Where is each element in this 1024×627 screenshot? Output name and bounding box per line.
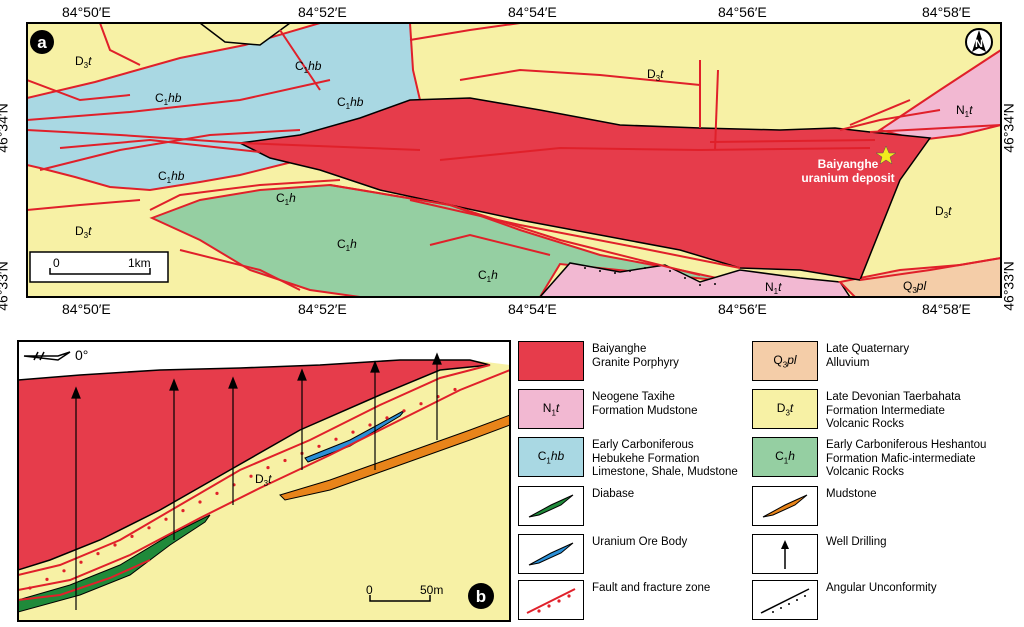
legend-text: Late Devonian Taerbahata Formation Inter… [826, 391, 961, 430]
legend-text: Early Carboniferous Heshantou Formation … [826, 439, 987, 478]
legend-item: Uranium Ore Body [518, 534, 687, 574]
legend-item: Baiyanghe Granite Porphyry [518, 341, 679, 381]
unit-label: C1h [337, 237, 357, 253]
north-arrow-icon: N [965, 28, 993, 56]
unit-label: C1h [276, 191, 296, 207]
deposit-star-icon [875, 145, 897, 165]
deposit-label-line2: uranium deposit [801, 171, 894, 185]
geologic-map: a N Baiyanghe uranium deposit 0 1km D3t C… [26, 22, 1002, 298]
svg-text:0: 0 [53, 256, 60, 270]
panel-label-b: b [468, 583, 494, 609]
section-mudstone [279, 414, 510, 501]
unit-label: D3t [75, 224, 92, 240]
legend-swatch [518, 580, 584, 620]
legend-item: D3t Late Devonian Taerbahata Formation In… [752, 389, 961, 432]
coord-bottom-3: 84°54′E [508, 301, 557, 317]
svg-text:50m: 50m [420, 583, 443, 597]
section-granite [18, 359, 491, 571]
unit-label: N1t [765, 280, 782, 296]
coord-top-5: 84°58′E [922, 4, 971, 20]
svg-text:1km: 1km [128, 256, 151, 270]
section-diabase [18, 514, 211, 613]
unit-label: C1hb [155, 91, 182, 107]
unit-label: C1hb [158, 169, 185, 185]
legend-item: N1t Neogene Taxihe Formation Mudstone [518, 389, 697, 429]
svg-text:N: N [975, 38, 983, 50]
legend-swatch: C1h [752, 437, 818, 477]
legend-item: Fault and fracture zone [518, 580, 710, 620]
svg-text:a: a [37, 33, 47, 52]
legend-swatch: Q3pl [752, 341, 818, 381]
legend-text: Fault and fracture zone [592, 582, 711, 594]
svg-text:0: 0 [366, 583, 373, 597]
section-frame [17, 340, 511, 622]
unit-label: D3t [647, 67, 664, 83]
unit-label: C1hb [295, 59, 322, 75]
section-taerbahata [18, 360, 510, 621]
orientation-arrow-icon [23, 351, 71, 361]
coord-bottom-4: 84°56′E [718, 301, 767, 317]
legend-item: Diabase [518, 486, 634, 526]
legend-item: Well Drilling [752, 534, 887, 574]
deposit-label-line1: Baiyanghe [818, 157, 879, 171]
legend-item: Q3pl Late Quaternary Alluvium [752, 341, 909, 381]
unit-alluvium [837, 256, 1001, 297]
legend-text: Baiyanghe Granite Porphyry [592, 343, 679, 369]
legend-text: Neogene Taxihe Formation Mudstone [592, 391, 698, 417]
coord-top-3: 84°54′E [508, 4, 557, 20]
legend-item: Mudstone [752, 486, 877, 526]
legend-swatch: D3t [752, 389, 818, 429]
svg-text:b: b [476, 587, 486, 606]
unit-label: D3t [75, 54, 92, 70]
map-scale-bar: 0 1km [29, 251, 169, 283]
unit-label: C1hb [337, 95, 364, 111]
panel-label-a: a [30, 30, 54, 54]
legend-text: Angular Unconformity [826, 582, 937, 594]
coord-top-2: 84°52′E [298, 4, 347, 20]
coord-bottom-2: 84°52′E [298, 301, 347, 317]
unit-label: D3t [935, 204, 952, 220]
unit-label: Q3pl [903, 279, 926, 295]
legend-item: C1hb Early Carboniferous Hebukehe Formati… [518, 437, 738, 480]
legend-item: Angular Unconformity [752, 580, 937, 620]
orientation-label: 0° [75, 347, 88, 363]
legend-text: Mudstone [826, 488, 877, 500]
legend-text: Early Carboniferous Hebukehe Formation L… [592, 439, 738, 478]
legend-swatch [752, 534, 818, 574]
coord-top-4: 84°56′E [718, 4, 767, 20]
unit-label: C1h [478, 268, 498, 284]
coord-bottom-1: 84°50′E [62, 301, 111, 317]
legend-item: C1h Early Carboniferous Heshantou Formati… [752, 437, 986, 480]
legend-text: Well Drilling [826, 536, 887, 548]
legend-text: Late Quaternary Alluvium [826, 343, 910, 369]
legend-swatch [752, 486, 818, 526]
legend-swatch [518, 341, 584, 381]
section-unit-label: D3t [255, 472, 272, 488]
legend-swatch [518, 534, 584, 574]
coord-bottom-5: 84°58′E [922, 301, 971, 317]
unit-taxihe-bottom [538, 262, 851, 297]
legend-swatch: N1t [518, 389, 584, 429]
legend-swatch [752, 580, 818, 620]
coord-top-1: 84°50′E [62, 4, 111, 20]
section-scale-bar: 0 50m [366, 583, 443, 602]
legend-text: Uranium Ore Body [592, 536, 688, 548]
section-ore-body [304, 409, 406, 463]
legend-swatch [518, 486, 584, 526]
legend-swatch: C1hb [518, 437, 584, 477]
unit-label: N1t [956, 103, 973, 119]
map-frame [26, 22, 1002, 298]
legend-text: Diabase [592, 488, 635, 500]
